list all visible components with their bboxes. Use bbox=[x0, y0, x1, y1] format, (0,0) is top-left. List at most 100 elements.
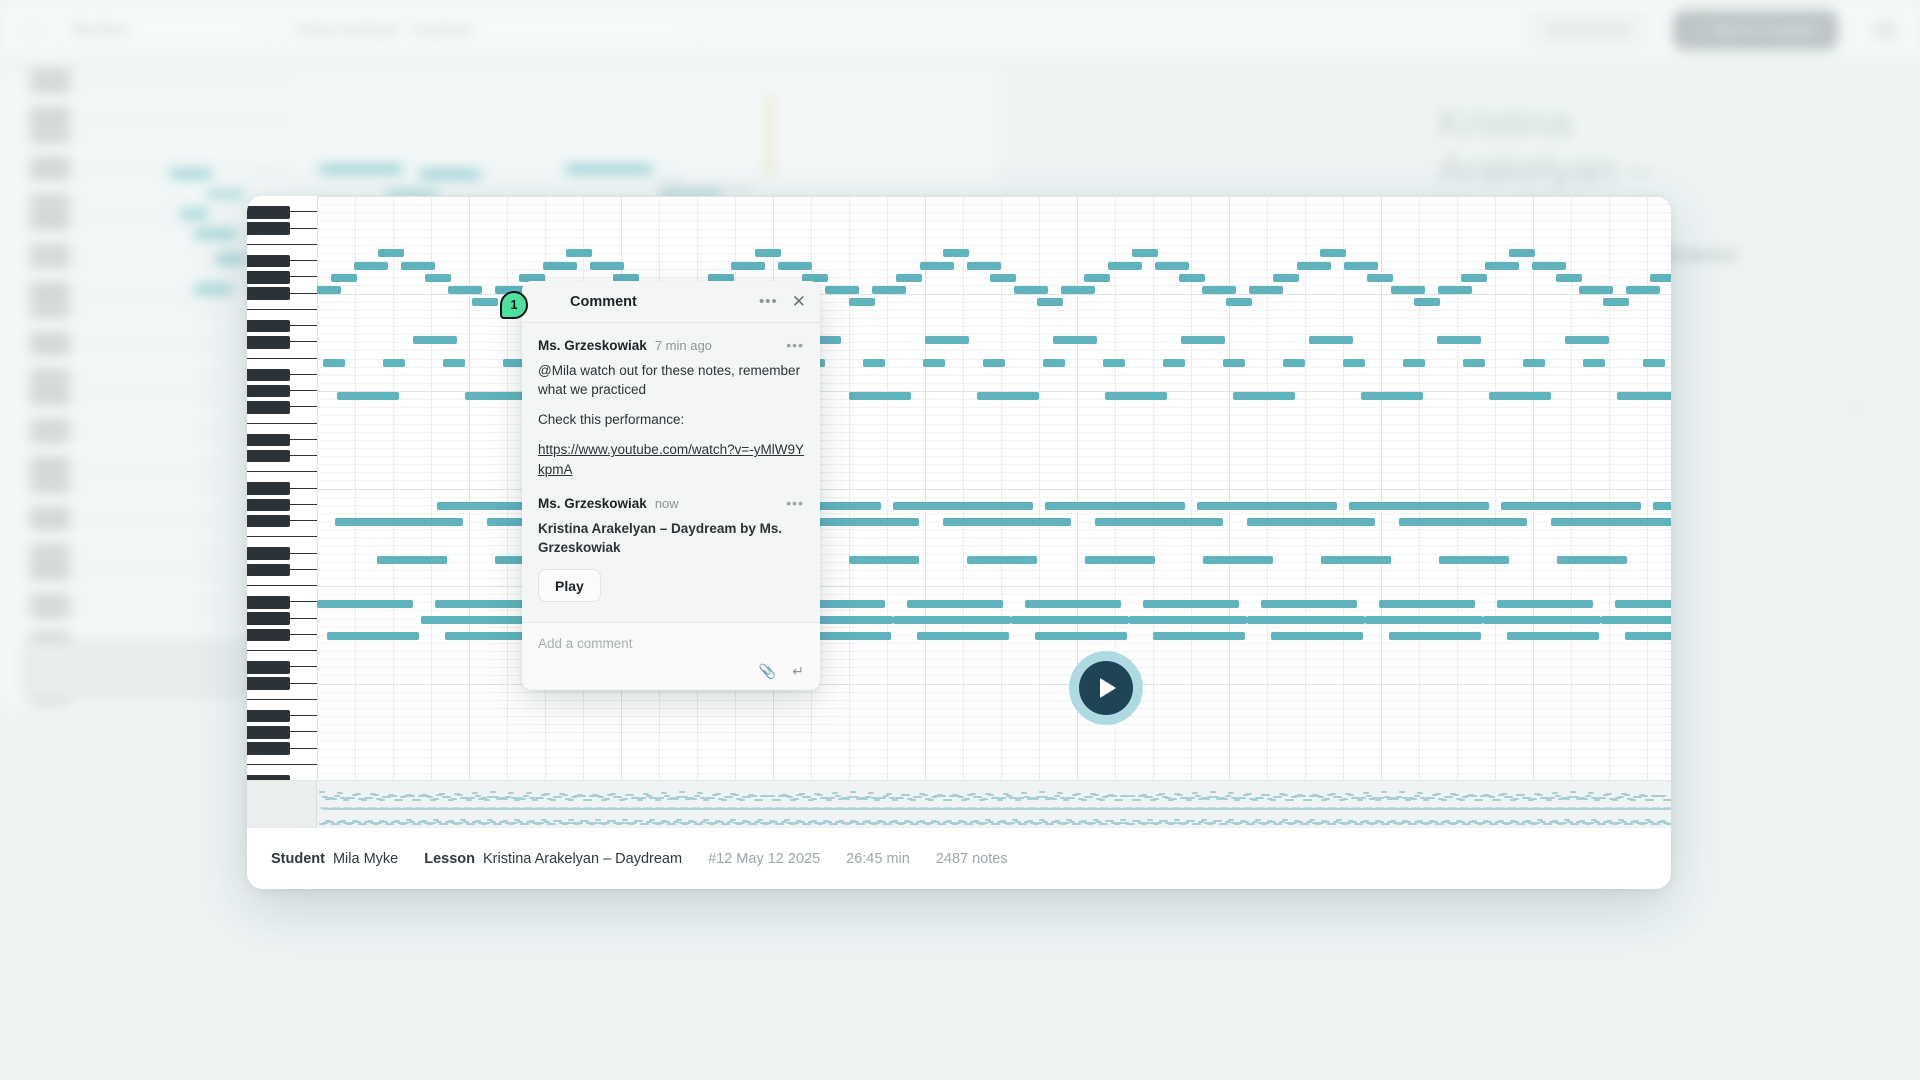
midi-note[interactable] bbox=[966, 261, 1001, 270]
hamburger-menu-icon[interactable] bbox=[1874, 22, 1896, 37]
midi-note[interactable] bbox=[1181, 336, 1225, 344]
black-key[interactable] bbox=[247, 709, 290, 723]
black-key[interactable] bbox=[247, 206, 290, 219]
midi-note[interactable] bbox=[825, 286, 860, 294]
midi-note[interactable] bbox=[1379, 600, 1475, 608]
comment-marker[interactable]: 1 bbox=[500, 291, 528, 319]
black-key[interactable] bbox=[247, 596, 290, 609]
midi-note[interactable] bbox=[1249, 286, 1284, 294]
add-comment-input[interactable]: Add a comment bbox=[538, 636, 633, 652]
midi-note[interactable] bbox=[1233, 392, 1295, 400]
midi-note[interactable] bbox=[893, 502, 1033, 510]
midi-note[interactable] bbox=[1602, 298, 1629, 307]
more-horizontal-icon[interactable]: ••• bbox=[758, 293, 778, 310]
midi-note[interactable] bbox=[435, 600, 531, 608]
midi-note[interactable] bbox=[1203, 556, 1273, 564]
black-key[interactable] bbox=[247, 368, 290, 382]
black-key[interactable] bbox=[247, 563, 290, 577]
midi-note[interactable] bbox=[589, 261, 624, 270]
attachment-play-button[interactable]: Play bbox=[538, 569, 601, 603]
comment-composer[interactable]: Add a comment 📎 ↵ bbox=[522, 622, 820, 691]
midi-note[interactable] bbox=[330, 273, 357, 282]
midi-note[interactable] bbox=[1579, 286, 1614, 294]
midi-note[interactable] bbox=[1320, 249, 1347, 258]
midi-note[interactable] bbox=[1367, 273, 1394, 282]
midi-note[interactable] bbox=[495, 286, 530, 294]
midi-note[interactable] bbox=[465, 392, 527, 400]
midi-note[interactable] bbox=[519, 273, 546, 282]
midi-note[interactable] bbox=[1272, 273, 1299, 282]
midi-note[interactable] bbox=[923, 359, 945, 367]
midi-note[interactable] bbox=[1551, 518, 1671, 526]
midi-note[interactable] bbox=[317, 600, 413, 608]
black-key[interactable] bbox=[247, 271, 290, 284]
midi-note[interactable] bbox=[1343, 359, 1365, 367]
black-key[interactable] bbox=[247, 498, 290, 512]
piano-roll-grid[interactable] bbox=[307, 196, 1671, 780]
paperclip-icon[interactable]: 📎 bbox=[758, 663, 777, 680]
midi-note[interactable] bbox=[1583, 359, 1605, 367]
black-key[interactable] bbox=[247, 547, 290, 560]
midi-note[interactable] bbox=[977, 392, 1039, 400]
midi-note[interactable] bbox=[925, 336, 969, 344]
more-horizontal-icon[interactable]: ••• bbox=[786, 337, 804, 353]
midi-note[interactable] bbox=[1045, 502, 1185, 510]
midi-note[interactable] bbox=[1013, 286, 1048, 294]
midi-note[interactable] bbox=[1131, 249, 1158, 258]
comment-popover[interactable]: Comment ••• ✕ Ms. Grzeskowiak 7 min ago … bbox=[522, 281, 820, 691]
midi-note[interactable] bbox=[1321, 556, 1391, 564]
black-key[interactable] bbox=[247, 254, 290, 268]
midi-note[interactable] bbox=[801, 273, 828, 282]
black-key[interactable] bbox=[247, 612, 290, 625]
midi-note[interactable] bbox=[377, 249, 404, 258]
midi-note[interactable] bbox=[1565, 336, 1609, 344]
midi-note[interactable] bbox=[1497, 600, 1593, 608]
midi-note[interactable] bbox=[791, 518, 919, 526]
midi-note[interactable] bbox=[401, 261, 436, 270]
midi-note[interactable] bbox=[1060, 286, 1095, 294]
enter-return-icon[interactable]: ↵ bbox=[792, 663, 804, 680]
back-arrow-icon[interactable]: ← bbox=[25, 19, 43, 39]
black-key[interactable] bbox=[247, 433, 290, 447]
midi-note[interactable] bbox=[917, 632, 1009, 640]
midi-note[interactable] bbox=[1403, 359, 1425, 367]
midi-note[interactable] bbox=[503, 359, 525, 367]
midi-note[interactable] bbox=[1129, 616, 1247, 624]
midi-note[interactable] bbox=[1501, 502, 1641, 510]
midi-note[interactable] bbox=[613, 273, 640, 282]
midi-note[interactable] bbox=[448, 286, 483, 294]
midi-note[interactable] bbox=[1247, 518, 1375, 526]
midi-note[interactable] bbox=[919, 261, 954, 270]
midi-note[interactable] bbox=[754, 249, 781, 258]
midi-note[interactable] bbox=[990, 273, 1017, 282]
black-key[interactable] bbox=[247, 628, 290, 642]
black-key[interactable] bbox=[247, 401, 290, 414]
midi-note[interactable] bbox=[1439, 556, 1509, 564]
more-horizontal-icon[interactable]: ••• bbox=[786, 494, 804, 511]
midi-note[interactable] bbox=[863, 359, 885, 367]
student-select[interactable]: Mila Blanc ▾ bbox=[58, 12, 268, 47]
waveform-overview-strip[interactable] bbox=[247, 780, 1671, 828]
midi-note[interactable] bbox=[377, 556, 447, 564]
midi-note[interactable] bbox=[1143, 600, 1239, 608]
midi-note[interactable] bbox=[383, 359, 405, 367]
midi-note[interactable] bbox=[896, 273, 922, 282]
midi-note[interactable] bbox=[1507, 632, 1599, 640]
midi-note[interactable] bbox=[1202, 286, 1237, 294]
midi-note[interactable] bbox=[1283, 359, 1305, 367]
black-key[interactable] bbox=[247, 319, 290, 333]
midi-note[interactable] bbox=[849, 556, 919, 564]
midi-note[interactable] bbox=[1105, 392, 1167, 400]
midi-note[interactable] bbox=[1557, 556, 1627, 564]
midi-note[interactable] bbox=[1035, 632, 1127, 640]
midi-note[interactable] bbox=[421, 616, 539, 624]
close-icon[interactable]: ✕ bbox=[791, 292, 806, 311]
black-key[interactable] bbox=[247, 661, 290, 674]
midi-note[interactable] bbox=[445, 632, 537, 640]
black-key[interactable] bbox=[247, 222, 290, 235]
midi-note[interactable] bbox=[1626, 286, 1661, 294]
midi-note[interactable] bbox=[707, 273, 734, 282]
midi-note[interactable] bbox=[566, 249, 593, 258]
midi-note[interactable] bbox=[443, 359, 465, 367]
black-key[interactable] bbox=[247, 514, 290, 528]
